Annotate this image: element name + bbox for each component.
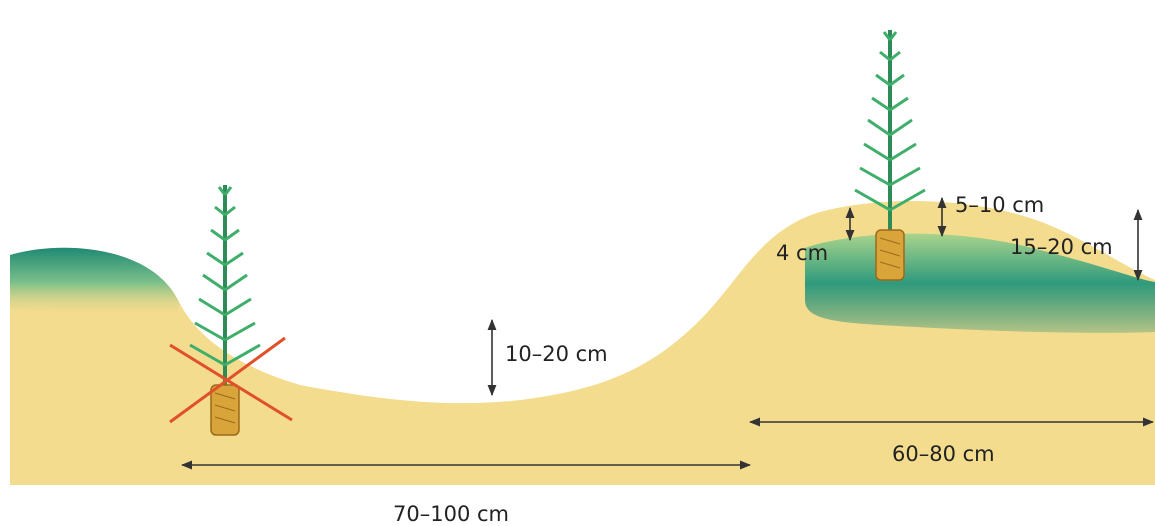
planting-diagram: 5–10 cm 4 cm 15–20 cm 10–20 cm 60–80 cm … — [0, 0, 1155, 526]
label-mound-height: 15–20 cm — [1010, 235, 1113, 259]
label-4cm: 4 cm — [776, 241, 828, 265]
label-hollow-depth: 10–20 cm — [505, 342, 608, 366]
label-hollow-width: 70–100 cm — [393, 502, 509, 526]
label-depth: 5–10 cm — [955, 193, 1044, 217]
label-mound-width: 60–80 cm — [892, 442, 995, 466]
page: 5–10 cm 4 cm 15–20 cm 10–20 cm 60–80 cm … — [0, 0, 1155, 526]
